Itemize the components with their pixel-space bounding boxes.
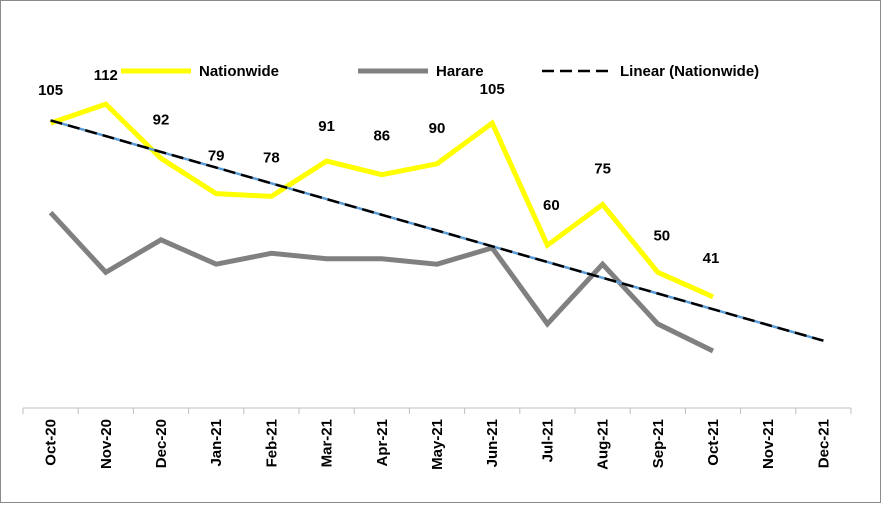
- data-label-nationwide: 78: [263, 149, 280, 166]
- data-label-nationwide: 60: [543, 197, 560, 214]
- data-label-nationwide: 50: [653, 227, 670, 244]
- trendline-linear-nationwide: [50, 119, 824, 342]
- x-tick-label: Jan-21: [208, 419, 225, 467]
- data-label-nationwide: 86: [373, 128, 390, 145]
- data-label-nationwide: 105: [480, 81, 505, 98]
- x-tick-label: Oct-21: [705, 419, 722, 466]
- data-label-nationwide: 90: [429, 120, 446, 137]
- x-tick-label: Jun-21: [484, 419, 501, 467]
- legend-label: Nationwide: [199, 63, 279, 80]
- data-label-nationwide: 112: [94, 67, 118, 84]
- plot-area: [48, 101, 824, 354]
- x-tick-label: Nov-21: [760, 419, 777, 469]
- data-labels: 105 112 92 79 78 91 86 90 105 60 75 50 41: [38, 67, 719, 267]
- data-label-nationwide: 91: [318, 118, 335, 135]
- x-tick-label: Apr-21: [374, 419, 391, 467]
- data-label-nationwide: 79: [208, 148, 225, 165]
- legend-harare: Harare: [358, 63, 484, 80]
- series-line-harare: [48, 210, 715, 354]
- x-tick-label: Oct-20: [43, 419, 60, 466]
- x-tick-label: Dec-21: [815, 419, 832, 468]
- x-axis: Oct-20 Nov-20 Dec-20 Jan-21 Feb-21 Mar-21 Apr-…: [22, 407, 852, 470]
- x-tick-label: Jul-21: [539, 419, 556, 462]
- data-label-nationwide: 92: [153, 111, 170, 128]
- x-tick-label: Aug-21: [595, 419, 612, 470]
- x-tick-label: May-21: [429, 419, 446, 470]
- x-tick-label: Sep-21: [650, 419, 667, 468]
- data-label-nationwide: 105: [38, 82, 63, 99]
- series-line-nationwide: [49, 101, 715, 300]
- legend-nationwide: Nationwide: [121, 63, 279, 80]
- x-tick-label: Feb-21: [263, 419, 280, 467]
- x-tick-label: Nov-20: [98, 419, 115, 469]
- legend-label: Linear (Nationwide): [620, 63, 759, 80]
- legend: Nationwide Harare Linear (Nationwide): [121, 63, 759, 80]
- legend-linear-nationwide: Linear (Nationwide): [542, 63, 759, 80]
- x-tick-label: Dec-20: [153, 419, 170, 468]
- data-label-nationwide: 75: [594, 161, 611, 178]
- x-tick-label: Mar-21: [319, 419, 336, 467]
- legend-label: Harare: [436, 63, 484, 80]
- data-label-nationwide: 41: [703, 250, 720, 267]
